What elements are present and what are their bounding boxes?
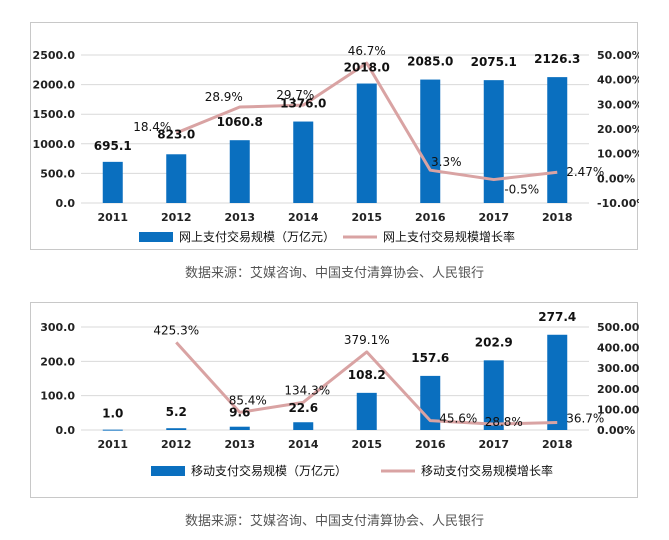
- bar: [293, 121, 314, 203]
- x-tick-label: 2013: [224, 438, 255, 451]
- y-left-tick-label: 1000.0: [33, 138, 76, 151]
- y-right-tick-label: 30.00%: [597, 98, 639, 111]
- growth-rate-label: 3.3%: [431, 155, 462, 169]
- bar-value-label: 1.0: [102, 407, 123, 421]
- y-right-tick-label: -10.00%: [597, 197, 639, 210]
- bar-value-label: 2126.3: [534, 52, 580, 66]
- y-left-tick-label: 1500.0: [33, 108, 76, 121]
- bar-value-label: 1060.8: [217, 115, 263, 129]
- x-tick-label: 2015: [351, 211, 382, 224]
- y-left-tick-label: 2500.0: [33, 49, 76, 62]
- growth-rate-label: 85.4%: [229, 393, 267, 407]
- x-tick-label: 2015: [351, 438, 382, 451]
- x-tick-label: 2016: [415, 211, 446, 224]
- growth-rate-label: 2.47%: [566, 165, 604, 179]
- bar-value-label: 108.2: [348, 368, 386, 382]
- y-left-tick-label: 0.0: [56, 197, 76, 210]
- bar: [547, 334, 568, 430]
- mobile-payment-chart-panel: 0.0 100.0 200.0 300.0 0.00% 100.00% 200.00% 300…: [30, 302, 639, 498]
- bar: [293, 422, 314, 430]
- legend-line-label: 移动支付交易规模增长率: [421, 463, 553, 478]
- x-tick-label: 2012: [161, 438, 192, 451]
- x-tick-label: 2018: [542, 438, 573, 451]
- growth-rate-label: 134.3%: [284, 383, 330, 397]
- bar-value-label: 5.2: [166, 405, 187, 419]
- y-right-tick-label: 0.00%: [597, 424, 635, 437]
- bar-value-label: 157.6: [411, 351, 449, 365]
- bar: [102, 429, 123, 431]
- y-left-tick-label: 500.0: [40, 167, 75, 180]
- y-left-tick-label: 300.0: [40, 321, 75, 334]
- bar: [420, 79, 441, 203]
- growth-rate-label: 425.3%: [153, 323, 199, 337]
- growth-rate-label: 379.1%: [344, 333, 390, 347]
- bar: [229, 140, 250, 203]
- x-tick-label: 2011: [97, 438, 128, 451]
- online-payment-chart: 0.0 500.0 1000.0 1500.0 2000.0 2500.0 -10.00% 0…: [33, 44, 639, 244]
- x-tick-label: 2014: [288, 438, 319, 451]
- x-tick-label: 2013: [224, 211, 255, 224]
- bar: [166, 154, 187, 203]
- bar-value-label: 2075.1: [471, 55, 517, 69]
- legend-bar-label: 网上支付交易规模（万亿元）: [179, 229, 335, 244]
- y-left-tick-label: 100.0: [40, 390, 75, 403]
- x-tick-label: 2011: [97, 211, 128, 224]
- bar-value-label: 22.6: [288, 401, 318, 415]
- bar-value-label: 9.6: [229, 406, 250, 420]
- x-tick-label: 2012: [161, 211, 192, 224]
- bar: [356, 83, 377, 203]
- bar-value-label: 823.0: [157, 127, 195, 141]
- y-right-tick-label: 40.00%: [597, 74, 639, 87]
- bar-value-label: 277.4: [538, 310, 576, 324]
- y-right-tick-label: 100.00%: [597, 403, 639, 416]
- y-right-tick-label: 50.00%: [597, 49, 639, 62]
- growth-rate-label: 28.9%: [205, 90, 243, 104]
- y-left-tick-label: 200.0: [40, 355, 75, 368]
- growth-rate-label: 45.6%: [439, 412, 477, 426]
- x-tick-label: 2017: [478, 438, 509, 451]
- growth-rate-line: [175, 341, 558, 426]
- y-right-tick-label: 300.00%: [597, 362, 639, 375]
- y-right-tick-label: 400.00%: [597, 342, 639, 355]
- growth-rate-label: 29.7%: [276, 88, 314, 102]
- y-right-tick-label: 200.00%: [597, 383, 639, 396]
- bar: [229, 426, 250, 430]
- data-source-note-2: 数据来源：艾媒咨询、中国支付清算协会、人民银行: [184, 514, 484, 529]
- online-payment-chart-panel: 0.0 500.0 1000.0 1500.0 2000.0 2500.0 -10.00% 0…: [30, 22, 639, 250]
- x-tick-label: 2018: [542, 211, 573, 224]
- bar: [483, 360, 504, 430]
- legend-bar-label: 移动支付交易规模（万亿元）: [191, 463, 347, 478]
- bar-value-label: 1376.0: [280, 97, 326, 111]
- legend-bar-swatch: [151, 466, 185, 476]
- bar-value-label: 2085.0: [407, 55, 453, 69]
- growth-rate-label: 36.7%: [566, 411, 604, 425]
- bar: [483, 80, 504, 203]
- growth-rate-label: 18.4%: [133, 120, 171, 134]
- mobile-payment-chart: 0.0 100.0 200.0 300.0 0.00% 100.00% 200.00% 300…: [40, 310, 639, 478]
- legend-bar-swatch: [139, 232, 173, 242]
- bar: [166, 428, 187, 430]
- y-left-tick-label: 0.0: [56, 424, 76, 437]
- bar-value-label: 202.9: [475, 335, 513, 349]
- bar-value-label: 2018.0: [344, 61, 390, 75]
- growth-rate-label: 46.7%: [348, 44, 386, 58]
- x-tick-label: 2016: [415, 438, 446, 451]
- legend-line-label: 网上支付交易规模增长率: [383, 229, 515, 244]
- y-left-tick-label: 2000.0: [33, 79, 76, 92]
- x-tick-label: 2017: [478, 211, 509, 224]
- y-right-tick-label: 10.00%: [597, 148, 639, 161]
- data-source-note-1: 数据来源：艾媒咨询、中国支付清算协会、人民银行: [184, 266, 484, 281]
- bar-value-label: 695.1: [94, 139, 132, 153]
- bar: [356, 392, 377, 430]
- y-right-tick-label: 20.00%: [597, 123, 639, 136]
- x-tick-label: 2014: [288, 211, 319, 224]
- bar: [547, 77, 568, 203]
- growth-rate-label: -0.5%: [504, 183, 539, 197]
- bar: [102, 161, 123, 203]
- y-right-tick-label: 500.00%: [597, 321, 639, 334]
- growth-rate-line: [175, 61, 558, 182]
- growth-rate-label: 28.8%: [485, 415, 523, 429]
- y-right-tick-label: 0.00%: [597, 172, 635, 185]
